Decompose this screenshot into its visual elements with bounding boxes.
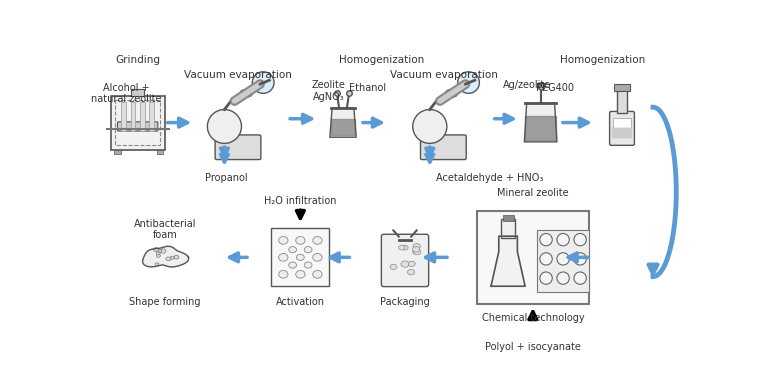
Text: Packaging: Packaging: [380, 298, 430, 307]
Ellipse shape: [160, 249, 166, 253]
FancyBboxPatch shape: [131, 102, 135, 131]
Ellipse shape: [399, 245, 405, 250]
Ellipse shape: [304, 247, 312, 253]
Text: Alcohol +
natural zeolite: Alcohol + natural zeolite: [90, 82, 161, 104]
Ellipse shape: [296, 237, 305, 244]
Ellipse shape: [413, 249, 420, 254]
Ellipse shape: [557, 253, 569, 265]
FancyBboxPatch shape: [420, 135, 466, 160]
Polygon shape: [143, 246, 188, 267]
FancyBboxPatch shape: [149, 102, 154, 131]
Ellipse shape: [279, 237, 288, 244]
FancyBboxPatch shape: [215, 135, 261, 160]
Circle shape: [252, 72, 274, 93]
Ellipse shape: [540, 272, 553, 284]
FancyBboxPatch shape: [271, 228, 329, 286]
FancyBboxPatch shape: [122, 102, 126, 131]
Ellipse shape: [445, 90, 458, 97]
Text: Homogenization: Homogenization: [560, 55, 645, 65]
FancyBboxPatch shape: [616, 90, 628, 113]
Ellipse shape: [413, 249, 421, 255]
Ellipse shape: [174, 255, 179, 259]
Ellipse shape: [304, 262, 312, 268]
FancyBboxPatch shape: [537, 230, 590, 292]
FancyBboxPatch shape: [613, 118, 631, 134]
Ellipse shape: [240, 90, 252, 97]
FancyBboxPatch shape: [131, 90, 144, 96]
Text: Acetaldehyde + HNO₃: Acetaldehyde + HNO₃: [436, 173, 543, 183]
Ellipse shape: [157, 254, 160, 257]
Text: Ethanol: Ethanol: [349, 82, 386, 93]
FancyBboxPatch shape: [157, 150, 163, 154]
Ellipse shape: [279, 253, 288, 261]
FancyBboxPatch shape: [502, 215, 514, 221]
Circle shape: [413, 109, 447, 143]
FancyBboxPatch shape: [110, 96, 165, 150]
Ellipse shape: [540, 233, 553, 246]
Polygon shape: [330, 108, 356, 137]
Ellipse shape: [313, 237, 322, 244]
Ellipse shape: [296, 254, 304, 260]
Ellipse shape: [279, 271, 288, 278]
Polygon shape: [524, 103, 557, 142]
Ellipse shape: [158, 249, 162, 252]
FancyBboxPatch shape: [614, 84, 630, 91]
Text: Polyol + isocyanate: Polyol + isocyanate: [485, 342, 581, 352]
Ellipse shape: [155, 263, 159, 266]
Ellipse shape: [574, 253, 587, 265]
Ellipse shape: [574, 233, 587, 246]
Ellipse shape: [413, 244, 420, 249]
Circle shape: [458, 72, 480, 93]
Circle shape: [207, 109, 242, 143]
Ellipse shape: [540, 253, 553, 265]
Text: Vacuum evaporation: Vacuum evaporation: [390, 70, 498, 80]
Text: Homogenization: Homogenization: [339, 55, 424, 65]
Ellipse shape: [154, 248, 159, 252]
Text: Chemical technology: Chemical technology: [482, 313, 584, 323]
Ellipse shape: [390, 264, 397, 269]
Ellipse shape: [313, 253, 322, 261]
FancyBboxPatch shape: [612, 128, 632, 138]
Ellipse shape: [296, 271, 305, 278]
FancyBboxPatch shape: [140, 102, 144, 131]
FancyBboxPatch shape: [610, 111, 635, 145]
Text: Ag/zeolite: Ag/zeolite: [502, 80, 551, 90]
Ellipse shape: [413, 247, 420, 252]
Ellipse shape: [401, 261, 409, 267]
Text: Activation: Activation: [276, 298, 325, 307]
Ellipse shape: [289, 247, 296, 253]
Text: Zeolite
AgNO₃: Zeolite AgNO₃: [312, 80, 346, 102]
Text: Mineral zeolite: Mineral zeolite: [497, 188, 568, 198]
FancyBboxPatch shape: [114, 150, 121, 154]
Text: Grinding: Grinding: [115, 55, 160, 65]
Ellipse shape: [408, 261, 415, 266]
Polygon shape: [525, 116, 556, 139]
Ellipse shape: [574, 272, 587, 284]
Ellipse shape: [157, 252, 160, 255]
Ellipse shape: [289, 262, 296, 268]
Text: H₂O infiltration: H₂O infiltration: [264, 196, 337, 206]
Ellipse shape: [557, 233, 569, 246]
Ellipse shape: [407, 269, 415, 275]
FancyBboxPatch shape: [382, 234, 429, 287]
Text: PEG400: PEG400: [536, 82, 574, 93]
Polygon shape: [331, 119, 356, 135]
Text: Vacuum evaporation: Vacuum evaporation: [185, 70, 293, 80]
Ellipse shape: [166, 257, 171, 261]
Text: Shape forming: Shape forming: [129, 298, 201, 307]
FancyBboxPatch shape: [477, 211, 589, 304]
Ellipse shape: [313, 271, 322, 278]
Text: Antibacterial
foam: Antibacterial foam: [134, 219, 196, 241]
FancyBboxPatch shape: [118, 122, 158, 131]
Text: Propanol: Propanol: [205, 173, 248, 183]
FancyBboxPatch shape: [501, 219, 515, 238]
Ellipse shape: [402, 245, 408, 250]
Polygon shape: [491, 236, 525, 286]
Ellipse shape: [170, 256, 174, 259]
Ellipse shape: [557, 272, 569, 284]
